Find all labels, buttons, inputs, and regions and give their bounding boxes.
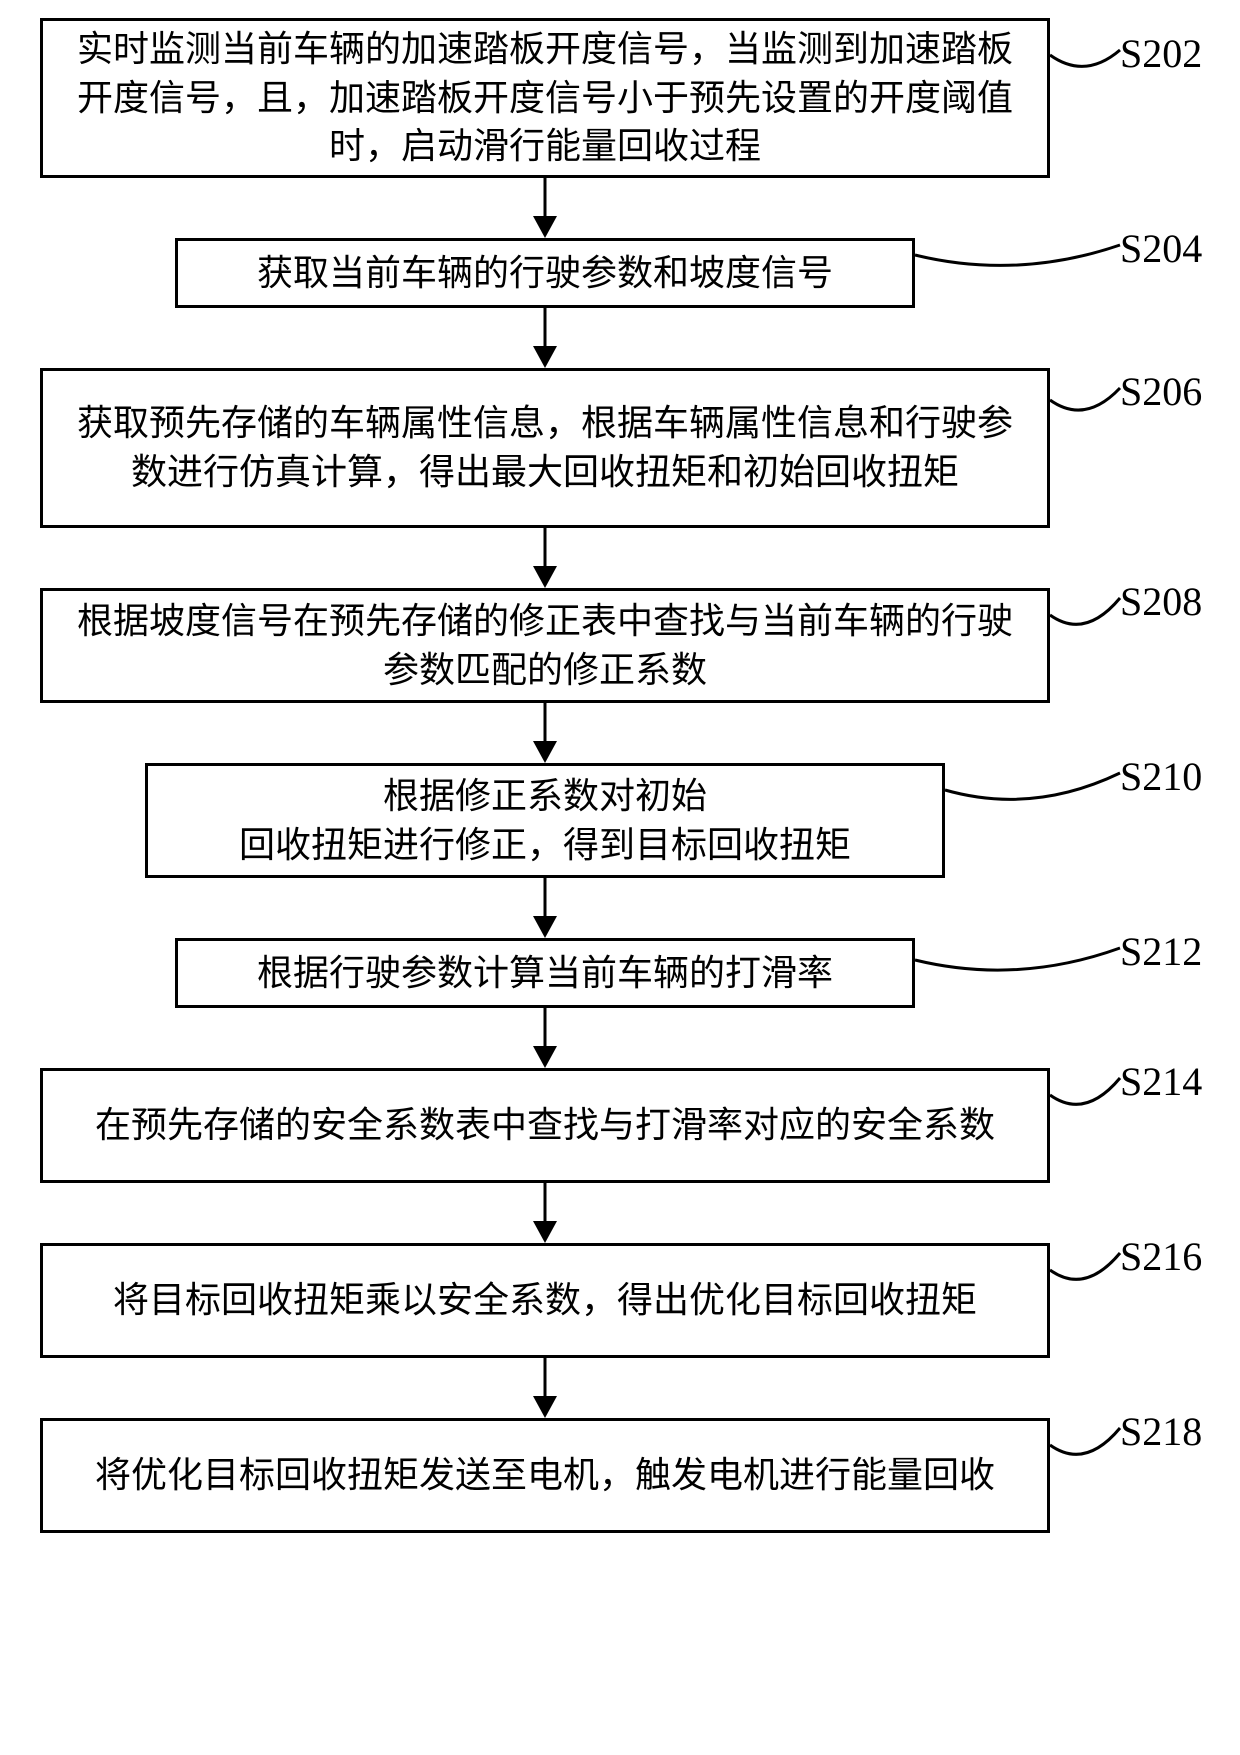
step-label-s210: S210: [1120, 753, 1202, 800]
arrow-line: [544, 308, 547, 348]
connector-curve: [915, 245, 1120, 265]
arrow-head-icon: [533, 741, 557, 763]
step-label-s208: S208: [1120, 578, 1202, 625]
step-box-s206: 获取预先存储的车辆属性信息，根据车辆属性信息和行驶参数进行仿真计算，得出最大回收…: [40, 368, 1050, 528]
step-box-s210: 根据修正系数对初始 回收扭矩进行修正，得到目标回收扭矩: [145, 763, 945, 878]
arrow-head-icon: [533, 1396, 557, 1418]
step-box-s216: 将目标回收扭矩乘以安全系数，得出优化目标回收扭矩: [40, 1243, 1050, 1358]
step-label-s218: S218: [1120, 1408, 1202, 1455]
connector-curve: [1050, 50, 1120, 66]
arrow-line: [544, 1358, 547, 1398]
step-text: 实时监测当前车辆的加速踏板开度信号，当监测到加速踏板开度信号，且，加速踏板开度信…: [63, 25, 1027, 171]
step-label-s202: S202: [1120, 30, 1202, 77]
connector-curve: [1050, 1253, 1120, 1279]
connector-curve: [1050, 598, 1120, 624]
step-label-s216: S216: [1120, 1233, 1202, 1280]
step-text: 获取当前车辆的行驶参数和坡度信号: [257, 249, 833, 298]
step-text: 将目标回收扭矩乘以安全系数，得出优化目标回收扭矩: [113, 1276, 977, 1325]
arrow-line: [544, 1183, 547, 1223]
arrow-line: [544, 1008, 547, 1048]
step-box-s202: 实时监测当前车辆的加速踏板开度信号，当监测到加速踏板开度信号，且，加速踏板开度信…: [40, 18, 1050, 178]
connector-curve: [1050, 1428, 1120, 1454]
step-text: 根据行驶参数计算当前车辆的打滑率: [257, 949, 833, 998]
step-text: 获取预先存储的车辆属性信息，根据车辆属性信息和行驶参数进行仿真计算，得出最大回收…: [63, 399, 1027, 496]
step-box-s218: 将优化目标回收扭矩发送至电机，触发电机进行能量回收: [40, 1418, 1050, 1533]
connector-curve: [915, 948, 1120, 970]
step-box-s212: 根据行驶参数计算当前车辆的打滑率: [175, 938, 915, 1008]
arrow-line: [544, 703, 547, 743]
step-label-s214: S214: [1120, 1058, 1202, 1105]
flowchart-canvas: 实时监测当前车辆的加速踏板开度信号，当监测到加速踏板开度信号，且，加速踏板开度信…: [0, 0, 1240, 1755]
step-label-s206: S206: [1120, 368, 1202, 415]
arrow-line: [544, 878, 547, 918]
step-text: 根据坡度信号在预先存储的修正表中查找与当前车辆的行驶参数匹配的修正系数: [63, 597, 1027, 694]
connector-curve: [1050, 388, 1120, 410]
arrow-line: [544, 178, 547, 218]
step-box-s204: 获取当前车辆的行驶参数和坡度信号: [175, 238, 915, 308]
connector-curve: [945, 773, 1120, 799]
arrow-head-icon: [533, 566, 557, 588]
step-text: 将优化目标回收扭矩发送至电机，触发电机进行能量回收: [95, 1451, 995, 1500]
arrow-head-icon: [533, 1221, 557, 1243]
step-text: 根据修正系数对初始 回收扭矩进行修正，得到目标回收扭矩: [239, 772, 851, 869]
step-box-s208: 根据坡度信号在预先存储的修正表中查找与当前车辆的行驶参数匹配的修正系数: [40, 588, 1050, 703]
connector-curve: [1050, 1078, 1120, 1104]
step-text: 在预先存储的安全系数表中查找与打滑率对应的安全系数: [95, 1101, 995, 1150]
arrow-head-icon: [533, 916, 557, 938]
arrow-line: [544, 528, 547, 568]
step-label-s204: S204: [1120, 225, 1202, 272]
arrow-head-icon: [533, 216, 557, 238]
step-label-s212: S212: [1120, 928, 1202, 975]
arrow-head-icon: [533, 1046, 557, 1068]
step-box-s214: 在预先存储的安全系数表中查找与打滑率对应的安全系数: [40, 1068, 1050, 1183]
arrow-head-icon: [533, 346, 557, 368]
